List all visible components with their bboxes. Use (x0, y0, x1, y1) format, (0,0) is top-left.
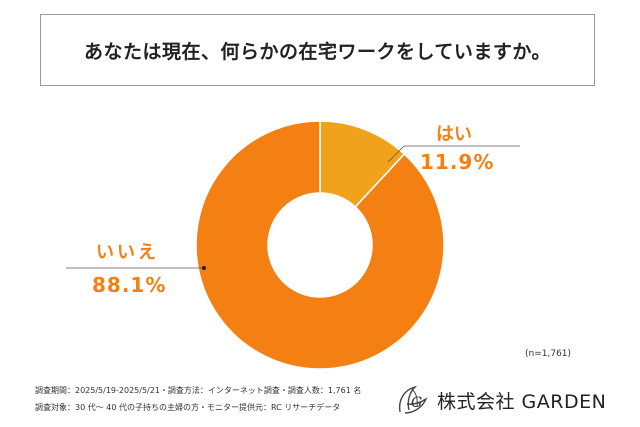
question-title: あなたは現在、何らかの在宅ワークをしていますか。 (83, 40, 552, 63)
category-label-no: いいえ (96, 242, 159, 263)
value-label-no: 88.1% (92, 273, 167, 297)
survey-period-note: 調査期間：2025/5/19-2025/5/21・調査方法：インターネット調査・… (35, 386, 362, 395)
leader-dot-no (202, 266, 206, 270)
value-label-yes: 11.9% (420, 150, 495, 174)
donut-slice-no (195, 120, 445, 370)
survey-target-note: 調査対象：30 代〜 40 代の子持ちの主婦の方・モニター提供元：RC リサーチ… (35, 403, 341, 412)
company-name: 株式会社 GARDEN (437, 390, 607, 413)
svg-text:G: G (411, 395, 422, 411)
company-logo: G 株式会社 GARDEN (395, 382, 606, 418)
sample-size: (n=1,761) (525, 349, 572, 359)
garden-logo-icon: G (398, 385, 428, 414)
leader-line-yes (387, 145, 405, 163)
category-label-yes: はい (436, 124, 472, 145)
question-box: あなたは現在、何らかの在宅ワークをしていますか。 (40, 14, 595, 86)
